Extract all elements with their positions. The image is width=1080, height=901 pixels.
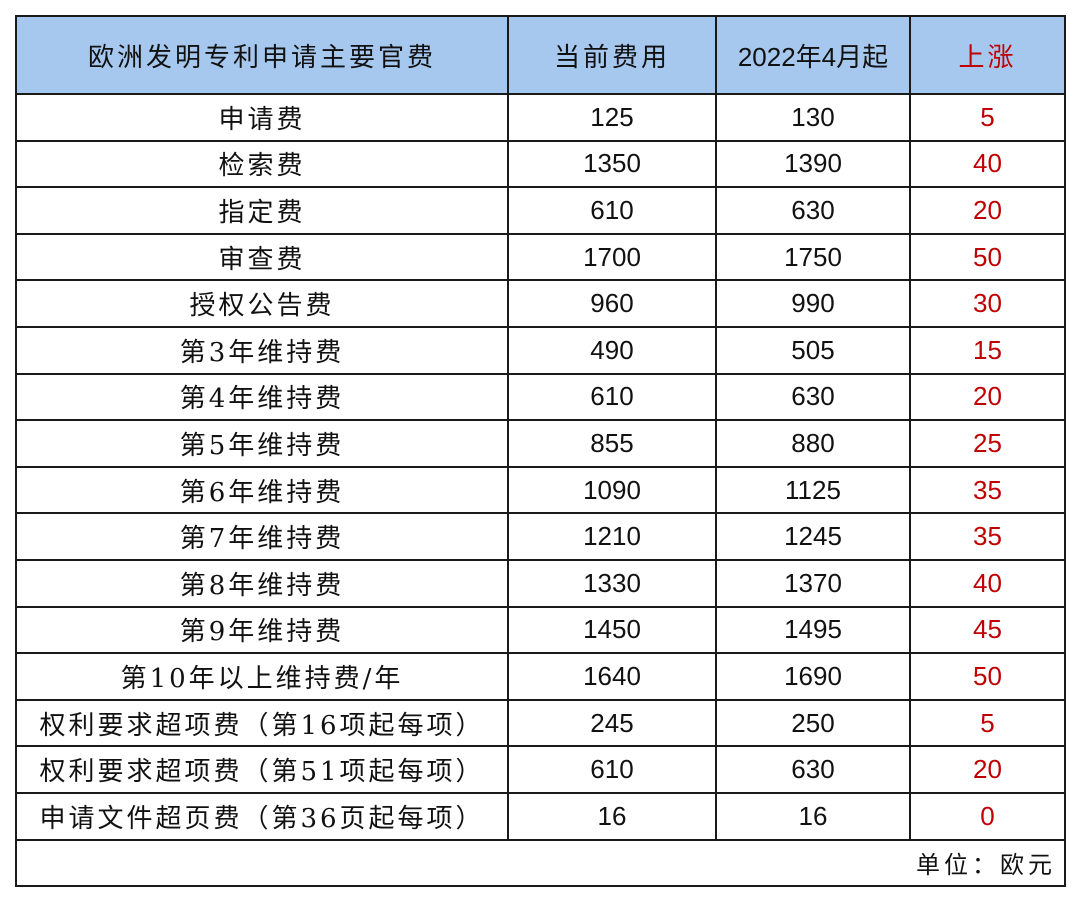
new-fee-cell: 630 bbox=[715, 745, 911, 794]
increase-cell: 45 bbox=[909, 605, 1066, 655]
current-fee-cell: 490 bbox=[507, 325, 717, 375]
fee-item-cell: 权利要求超项费（第51项起每项） bbox=[15, 745, 509, 794]
increase-cell: 40 bbox=[909, 558, 1066, 608]
current-fee-cell: 960 bbox=[507, 279, 717, 328]
increase-cell: 40 bbox=[909, 139, 1066, 189]
fee-item-cell: 第8年维持费 bbox=[15, 558, 509, 608]
increase-cell: 35 bbox=[909, 465, 1066, 515]
current-fee-cell: 1090 bbox=[507, 465, 717, 515]
header-item: 欧洲发明专利申请主要官费 bbox=[15, 15, 509, 95]
new-fee-cell: 1125 bbox=[715, 465, 911, 515]
current-fee-cell: 1330 bbox=[507, 558, 717, 608]
current-fee-cell: 245 bbox=[507, 698, 717, 748]
table-row: 第9年维持费 1450 1495 45 bbox=[15, 605, 1066, 655]
table-row: 第6年维持费 1090 1125 35 bbox=[15, 465, 1066, 515]
table-header-row: 欧洲发明专利申请主要官费 当前费用 2022年4月起 上涨 bbox=[15, 15, 1066, 95]
current-fee-cell: 1210 bbox=[507, 512, 717, 561]
increase-cell: 15 bbox=[909, 325, 1066, 375]
increase-cell: 50 bbox=[909, 232, 1066, 282]
new-fee-cell: 1690 bbox=[715, 652, 911, 701]
new-fee-cell: 505 bbox=[715, 325, 911, 375]
current-fee-cell: 610 bbox=[507, 372, 717, 422]
current-fee-cell: 855 bbox=[507, 419, 717, 468]
table-row: 第4年维持费 610 630 20 bbox=[15, 372, 1066, 422]
increase-cell: 50 bbox=[909, 652, 1066, 701]
new-fee-cell: 1495 bbox=[715, 605, 911, 655]
table-row: 检索费 1350 1390 40 bbox=[15, 139, 1066, 189]
table-row: 指定费 610 630 20 bbox=[15, 186, 1066, 235]
header-current-fee: 当前费用 bbox=[507, 15, 717, 95]
fee-item-cell: 申请费 bbox=[15, 93, 509, 142]
increase-cell: 5 bbox=[909, 698, 1066, 748]
new-fee-cell: 16 bbox=[715, 791, 911, 841]
fee-item-cell: 第4年维持费 bbox=[15, 372, 509, 422]
increase-cell: 20 bbox=[909, 186, 1066, 235]
new-fee-cell: 880 bbox=[715, 419, 911, 468]
fee-item-cell: 第9年维持费 bbox=[15, 605, 509, 655]
table-row: 第3年维持费 490 505 15 bbox=[15, 325, 1066, 375]
increase-cell: 0 bbox=[909, 791, 1066, 841]
current-fee-cell: 610 bbox=[507, 186, 717, 235]
fee-item-cell: 指定费 bbox=[15, 186, 509, 235]
new-fee-cell: 1750 bbox=[715, 232, 911, 282]
increase-cell: 5 bbox=[909, 93, 1066, 142]
unit-row: 单位：欧元 bbox=[15, 838, 1066, 887]
current-fee-cell: 1640 bbox=[507, 652, 717, 701]
current-fee-cell: 125 bbox=[507, 93, 717, 142]
header-increase: 上涨 bbox=[909, 15, 1066, 95]
new-fee-cell: 250 bbox=[715, 698, 911, 748]
new-fee-cell: 1370 bbox=[715, 558, 911, 608]
current-fee-cell: 610 bbox=[507, 745, 717, 794]
fee-item-cell: 第5年维持费 bbox=[15, 419, 509, 468]
table-body: 申请费 125 130 5 检索费 1350 1390 40 指定费 610 630 20 审查费 170… bbox=[15, 93, 1066, 887]
table-row: 申请费 125 130 5 bbox=[15, 93, 1066, 142]
fee-item-cell: 审查费 bbox=[15, 232, 509, 282]
header-new-fee: 2022年4月起 bbox=[715, 15, 911, 95]
table-row: 第10年以上维持费/年 1640 1690 50 bbox=[15, 652, 1066, 701]
new-fee-cell: 1245 bbox=[715, 512, 911, 561]
table-row: 权利要求超项费（第16项起每项） 245 250 5 bbox=[15, 698, 1066, 748]
new-fee-cell: 130 bbox=[715, 93, 911, 142]
current-fee-cell: 1700 bbox=[507, 232, 717, 282]
table-row: 第8年维持费 1330 1370 40 bbox=[15, 558, 1066, 608]
table-row: 申请文件超页费（第36页起每项） 16 16 0 bbox=[15, 791, 1066, 841]
fee-item-cell: 第3年维持费 bbox=[15, 325, 509, 375]
fee-item-cell: 第10年以上维持费/年 bbox=[15, 652, 509, 701]
unit-note: 单位：欧元 bbox=[15, 838, 1066, 887]
fee-item-cell: 第6年维持费 bbox=[15, 465, 509, 515]
new-fee-cell: 630 bbox=[715, 372, 911, 422]
table-row: 第7年维持费 1210 1245 35 bbox=[15, 512, 1066, 561]
increase-cell: 25 bbox=[909, 419, 1066, 468]
fee-item-cell: 授权公告费 bbox=[15, 279, 509, 328]
new-fee-cell: 1390 bbox=[715, 139, 911, 189]
current-fee-cell: 16 bbox=[507, 791, 717, 841]
new-fee-cell: 630 bbox=[715, 186, 911, 235]
fee-table: 欧洲发明专利申请主要官费 当前费用 2022年4月起 上涨 申请费 125 130 5… bbox=[15, 15, 1066, 887]
table-row: 授权公告费 960 990 30 bbox=[15, 279, 1066, 328]
fee-item-cell: 申请文件超页费（第36页起每项） bbox=[15, 791, 509, 841]
table-row: 权利要求超项费（第51项起每项） 610 630 20 bbox=[15, 745, 1066, 794]
increase-cell: 35 bbox=[909, 512, 1066, 561]
current-fee-cell: 1350 bbox=[507, 139, 717, 189]
table-row: 第5年维持费 855 880 25 bbox=[15, 419, 1066, 468]
increase-cell: 20 bbox=[909, 745, 1066, 794]
table-row: 审查费 1700 1750 50 bbox=[15, 232, 1066, 282]
fee-item-cell: 第7年维持费 bbox=[15, 512, 509, 561]
new-fee-cell: 990 bbox=[715, 279, 911, 328]
current-fee-cell: 1450 bbox=[507, 605, 717, 655]
fee-item-cell: 权利要求超项费（第16项起每项） bbox=[15, 698, 509, 748]
increase-cell: 20 bbox=[909, 372, 1066, 422]
increase-cell: 30 bbox=[909, 279, 1066, 328]
fee-item-cell: 检索费 bbox=[15, 139, 509, 189]
